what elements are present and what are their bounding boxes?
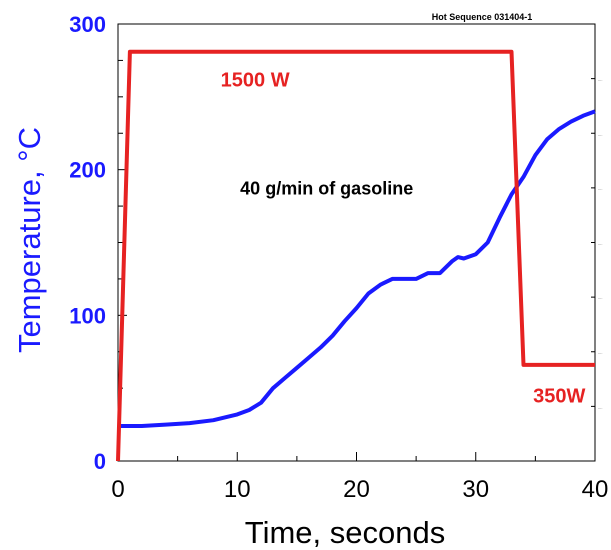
chart-title: Hot Sequence 031404-1 (432, 12, 533, 22)
right-axis-tick-label: .... (598, 295, 602, 300)
axes: 0 100 200 300 0 10 20 30 40.....................… (69, 12, 608, 503)
power-series-line (116, 49, 595, 462)
x-axis-label: Time, seconds (245, 515, 445, 550)
y-axis-label: Temperature, °C (12, 127, 47, 353)
x-tick-label: 20 (343, 476, 370, 503)
labels-group: Temperature, °C Time, seconds Hot Sequen… (12, 12, 532, 550)
right-axis-tick-label: .... (598, 131, 602, 136)
annotation-label: 40 g/min of gasoline (240, 178, 413, 198)
right-axis-tick-label: .... (598, 350, 602, 355)
series-group: 1500 W 40 g/min of gasoline 350W (116, 49, 596, 462)
x-tick-label: 40 (582, 476, 609, 503)
x-tick-label: 30 (462, 476, 489, 503)
right-axis-tick-label: .... (598, 77, 602, 82)
right-axis-tick-label: .... (598, 404, 602, 409)
y-tick-label: 0 (94, 449, 106, 474)
temperature-series-line (118, 109, 596, 428)
annotation-label: 350W (533, 386, 585, 408)
y-tick-label: 100 (69, 303, 106, 328)
plot-frame (117, 23, 596, 462)
annotation-label: 1500 W (221, 70, 290, 92)
x-tick-label: 10 (224, 476, 251, 503)
right-axis-tick-label: .... (598, 241, 602, 246)
x-tick-label: 0 (111, 476, 124, 503)
right-axis-tick-label: .... (598, 186, 602, 191)
y-tick-label: 200 (69, 158, 106, 183)
y-tick-label: 300 (69, 12, 106, 37)
